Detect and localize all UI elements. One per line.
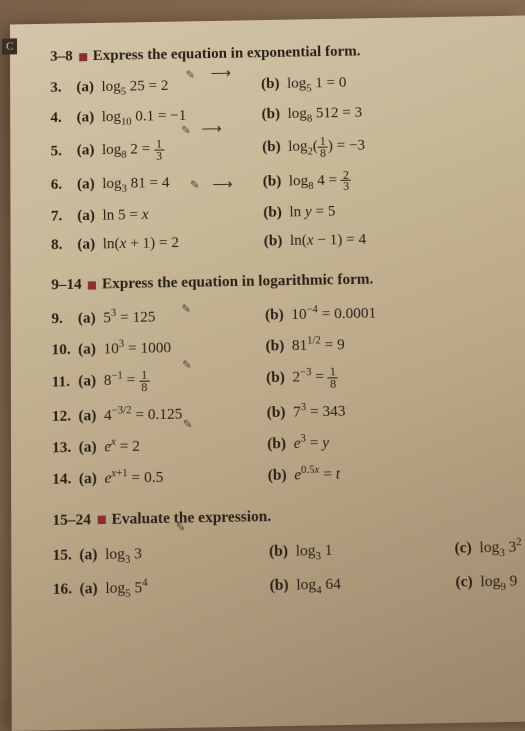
section-marker bbox=[97, 516, 105, 525]
problem-row: 12.(a) 4−3/2 = 0.125(b) 73 = 343 bbox=[52, 398, 513, 426]
part-b: (b) 10−4 = 0.0001 bbox=[265, 302, 448, 325]
part-a: 13.(a) ex = 2 bbox=[52, 434, 267, 458]
part-b: (b) e3 = y bbox=[267, 430, 452, 453]
pencil-mark: ✎ bbox=[181, 124, 190, 137]
section-header: 15–24Evaluate the expression. bbox=[52, 504, 515, 530]
pencil-mark: ✎ bbox=[183, 417, 193, 431]
problem-row: 6.(a) log3 81 = 4(b) log8 4 = 23 bbox=[51, 166, 506, 197]
problem-row: 7.(a) ln 5 = x(b) ln y = 5 bbox=[51, 201, 506, 226]
part-a: 7.(a) ln 5 = x bbox=[51, 205, 264, 226]
problem-row: 13.(a) ex = 2(b) e3 = y bbox=[52, 429, 513, 457]
part-b: (b) log2(18) = −3 bbox=[262, 133, 444, 159]
problem-row: 15.(a) log3 3(b) log3 1(c) log3 32 bbox=[52, 537, 516, 568]
pencil-mark: ✎ bbox=[182, 358, 192, 372]
part-b: (b) log5 1 = 0 bbox=[261, 73, 442, 95]
handwritten-arrow: ⟶ bbox=[201, 121, 221, 139]
handwritten-arrow: ⟶ bbox=[211, 66, 231, 83]
part-b: (b) e0.5x = t bbox=[268, 462, 453, 485]
problem-row: 3.(a) log5 25 = 2(b) log5 1 = 0 bbox=[50, 72, 502, 99]
part-a: 9.(a) 53 = 125 bbox=[51, 305, 265, 328]
part-b: (b) 73 = 343 bbox=[267, 399, 451, 422]
problem-row: 8.(a) ln(x + 1) = 2(b) ln(x − 1) = 4 bbox=[51, 229, 507, 254]
pencil-mark: ✎ bbox=[186, 68, 195, 81]
section-marker bbox=[88, 281, 96, 289]
textbook-page: C 3–8Express the equation in exponential… bbox=[10, 16, 525, 731]
part-a: 15.(a) log3 3 bbox=[53, 543, 270, 567]
problem-row: 5.(a) log8 2 = 13(b) log2(18) = −3 bbox=[51, 132, 505, 163]
section-header: 9–14Express the equation in logarithmic … bbox=[51, 269, 508, 295]
handwritten-arrow: ⟶ bbox=[212, 177, 233, 195]
problem-row: 14.(a) ex+1 = 0.5(b) e0.5x = t bbox=[52, 461, 514, 489]
part-b: (b) 2−3 = 18 bbox=[266, 364, 450, 391]
problem-row: 11.(a) 8−1 = 18(b) 2−3 = 18 bbox=[52, 363, 512, 395]
part-b: (b) 811/2 = 9 bbox=[265, 333, 449, 356]
part-b: (b) log4 64 bbox=[270, 574, 456, 598]
part-a: 14.(a) ex+1 = 0.5 bbox=[52, 465, 268, 489]
part-a: 11.(a) 8−1 = 18 bbox=[52, 367, 267, 394]
part-b: (b) log8 512 = 3 bbox=[261, 103, 442, 125]
part-c: (c) log9 9 bbox=[455, 573, 517, 594]
problem-row: 16.(a) log5 54(b) log4 64(c) log9 9 bbox=[53, 570, 518, 601]
part-c: (c) log3 32 bbox=[454, 536, 522, 559]
part-b: (b) ln(x − 1) = 4 bbox=[264, 230, 447, 251]
part-b: (b) log3 1 bbox=[269, 540, 455, 563]
problem-row: 4.(a) log10 0.1 = −1(b) log8 512 = 3 bbox=[50, 102, 503, 129]
part-b: (b) ln y = 5 bbox=[263, 202, 445, 223]
part-a: 8.(a) ln(x + 1) = 2 bbox=[51, 233, 264, 254]
pencil-mark: ✎ bbox=[190, 178, 199, 191]
part-a: 5.(a) log8 2 = 13 bbox=[51, 137, 263, 164]
part-a: 10.(a) 103 = 1000 bbox=[52, 336, 266, 359]
problem-row: 10.(a) 103 = 1000(b) 811/2 = 9 bbox=[52, 332, 511, 360]
section-header: 3–8Express the equation in exponential f… bbox=[50, 41, 501, 66]
part-a: 16.(a) log5 54 bbox=[53, 575, 270, 601]
part-b: (b) log8 4 = 23 bbox=[263, 167, 445, 193]
pencil-mark: ✎ bbox=[176, 520, 186, 534]
pencil-mark: ✎ bbox=[181, 302, 191, 316]
part-a: 4.(a) log10 0.1 = −1 bbox=[50, 106, 261, 129]
chapter-tab: C bbox=[2, 38, 17, 54]
part-a: 12.(a) 4−3/2 = 0.125 bbox=[52, 402, 267, 426]
section-marker bbox=[79, 53, 87, 61]
problem-row: 9.(a) 53 = 125(b) 10−4 = 0.0001 bbox=[51, 301, 509, 329]
